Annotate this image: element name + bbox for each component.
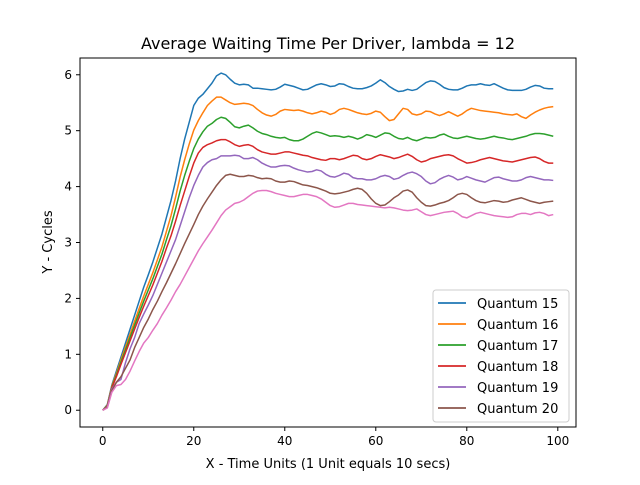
legend-label: Quantum 15 [477, 297, 558, 312]
legend-label: Quantum 19 [477, 381, 558, 396]
legend-label: Quantum 20 [477, 402, 558, 417]
legend-label: Quantum 17 [477, 339, 558, 354]
y-axis-label: Y - Cycles [41, 210, 56, 274]
y-tick-label: 2 [64, 291, 72, 305]
x-tick-label: 60 [368, 434, 383, 448]
series-line-3 [102, 116, 554, 411]
legend-label: Quantum 18 [477, 360, 558, 375]
legend-box [432, 289, 570, 423]
y-tick-label: 6 [64, 68, 72, 82]
series-line-6 [102, 173, 554, 411]
series-line-5 [102, 154, 554, 411]
legend-label: Quantum 16 [477, 318, 558, 333]
series-line-7 [102, 189, 554, 411]
x-axis: 0 20 40 60 80 100 [99, 427, 569, 448]
x-tick-label: 80 [459, 434, 474, 448]
chart-title: Average Waiting Time Per Driver, lambda … [141, 34, 515, 53]
series-line-2 [102, 96, 554, 411]
series-line-1 [102, 72, 554, 411]
y-tick-label: 4 [64, 180, 72, 194]
legend: Quantum 15 Quantum 16 Quantum 17 Quantum 18… [432, 289, 570, 423]
x-tick-label: 20 [186, 434, 201, 448]
y-tick-label: 3 [64, 236, 72, 250]
y-tick-label: 5 [64, 124, 72, 138]
x-axis-label: X - Time Units (1 Unit equals 10 secs) [206, 457, 451, 472]
y-tick-label: 0 [64, 403, 72, 417]
x-tick-label: 40 [277, 434, 292, 448]
plot-lines [102, 72, 554, 411]
y-axis: 0 1 2 3 4 5 6 [64, 68, 80, 417]
x-tick-label: 0 [99, 434, 107, 448]
y-tick-label: 1 [64, 347, 72, 361]
x-tick-label: 100 [546, 434, 569, 448]
series-line-4 [102, 138, 554, 411]
